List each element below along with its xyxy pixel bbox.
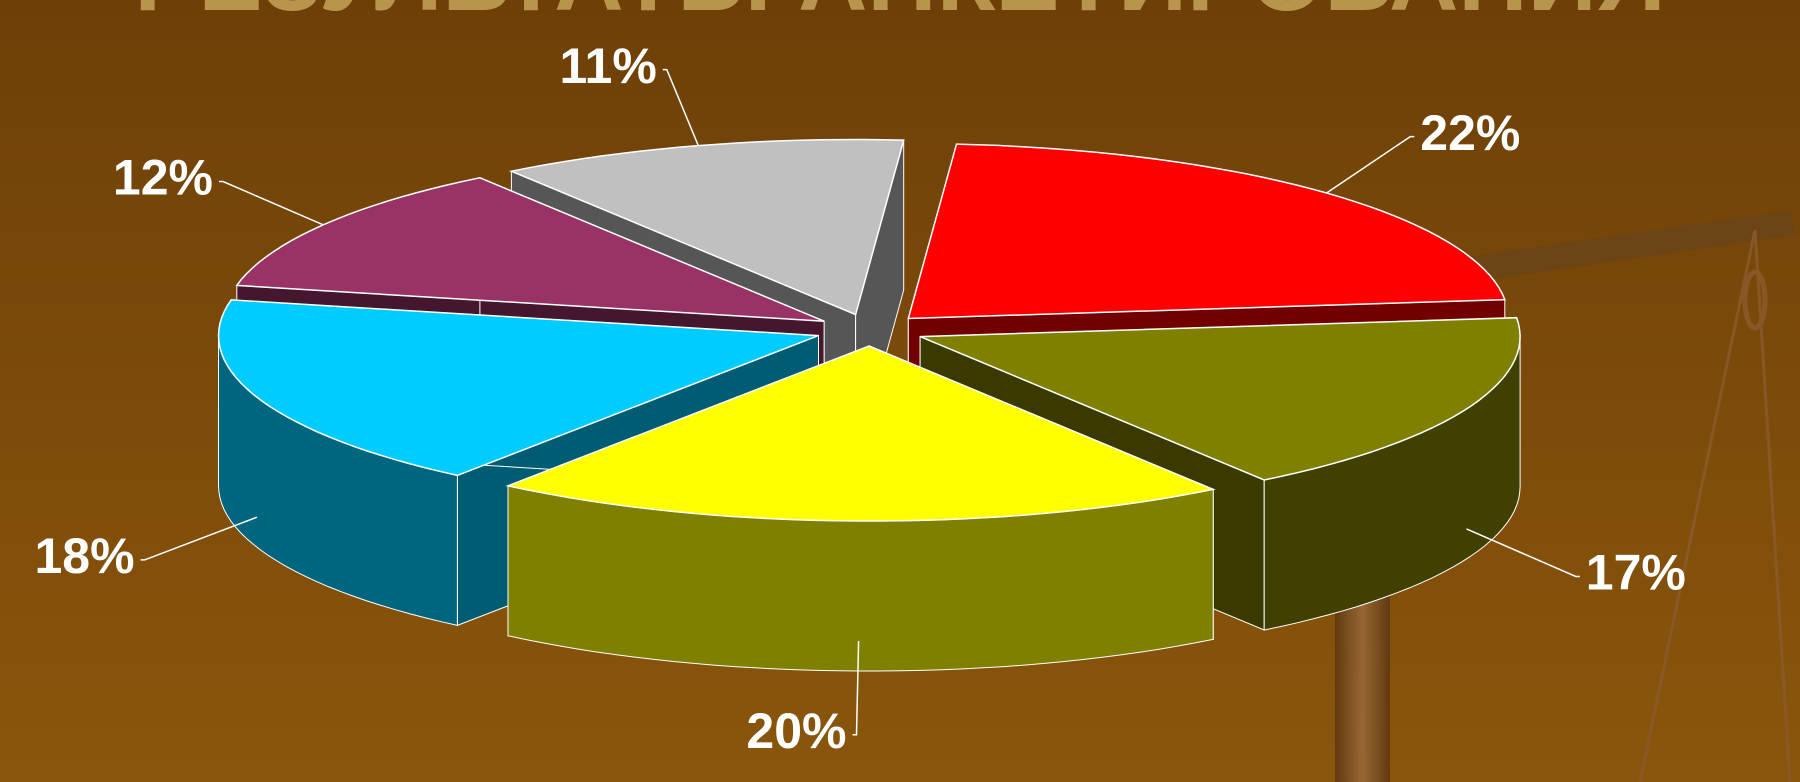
data-label: 18% [34, 528, 134, 584]
data-label: 22% [1420, 105, 1520, 161]
data-label: 12% [113, 150, 213, 206]
data-label: 17% [1586, 545, 1686, 601]
chart: РЕЗУЛЬТАТЫ АНКЕТИРОВАНИЯ 11% 22% 12% 18% 17%… [0, 0, 1800, 782]
chart-title: РЕЗУЛЬТАТЫ АНКЕТИРОВАНИЯ [134, 0, 1665, 31]
data-label: 20% [746, 703, 846, 759]
data-label: 11% [559, 38, 656, 94]
